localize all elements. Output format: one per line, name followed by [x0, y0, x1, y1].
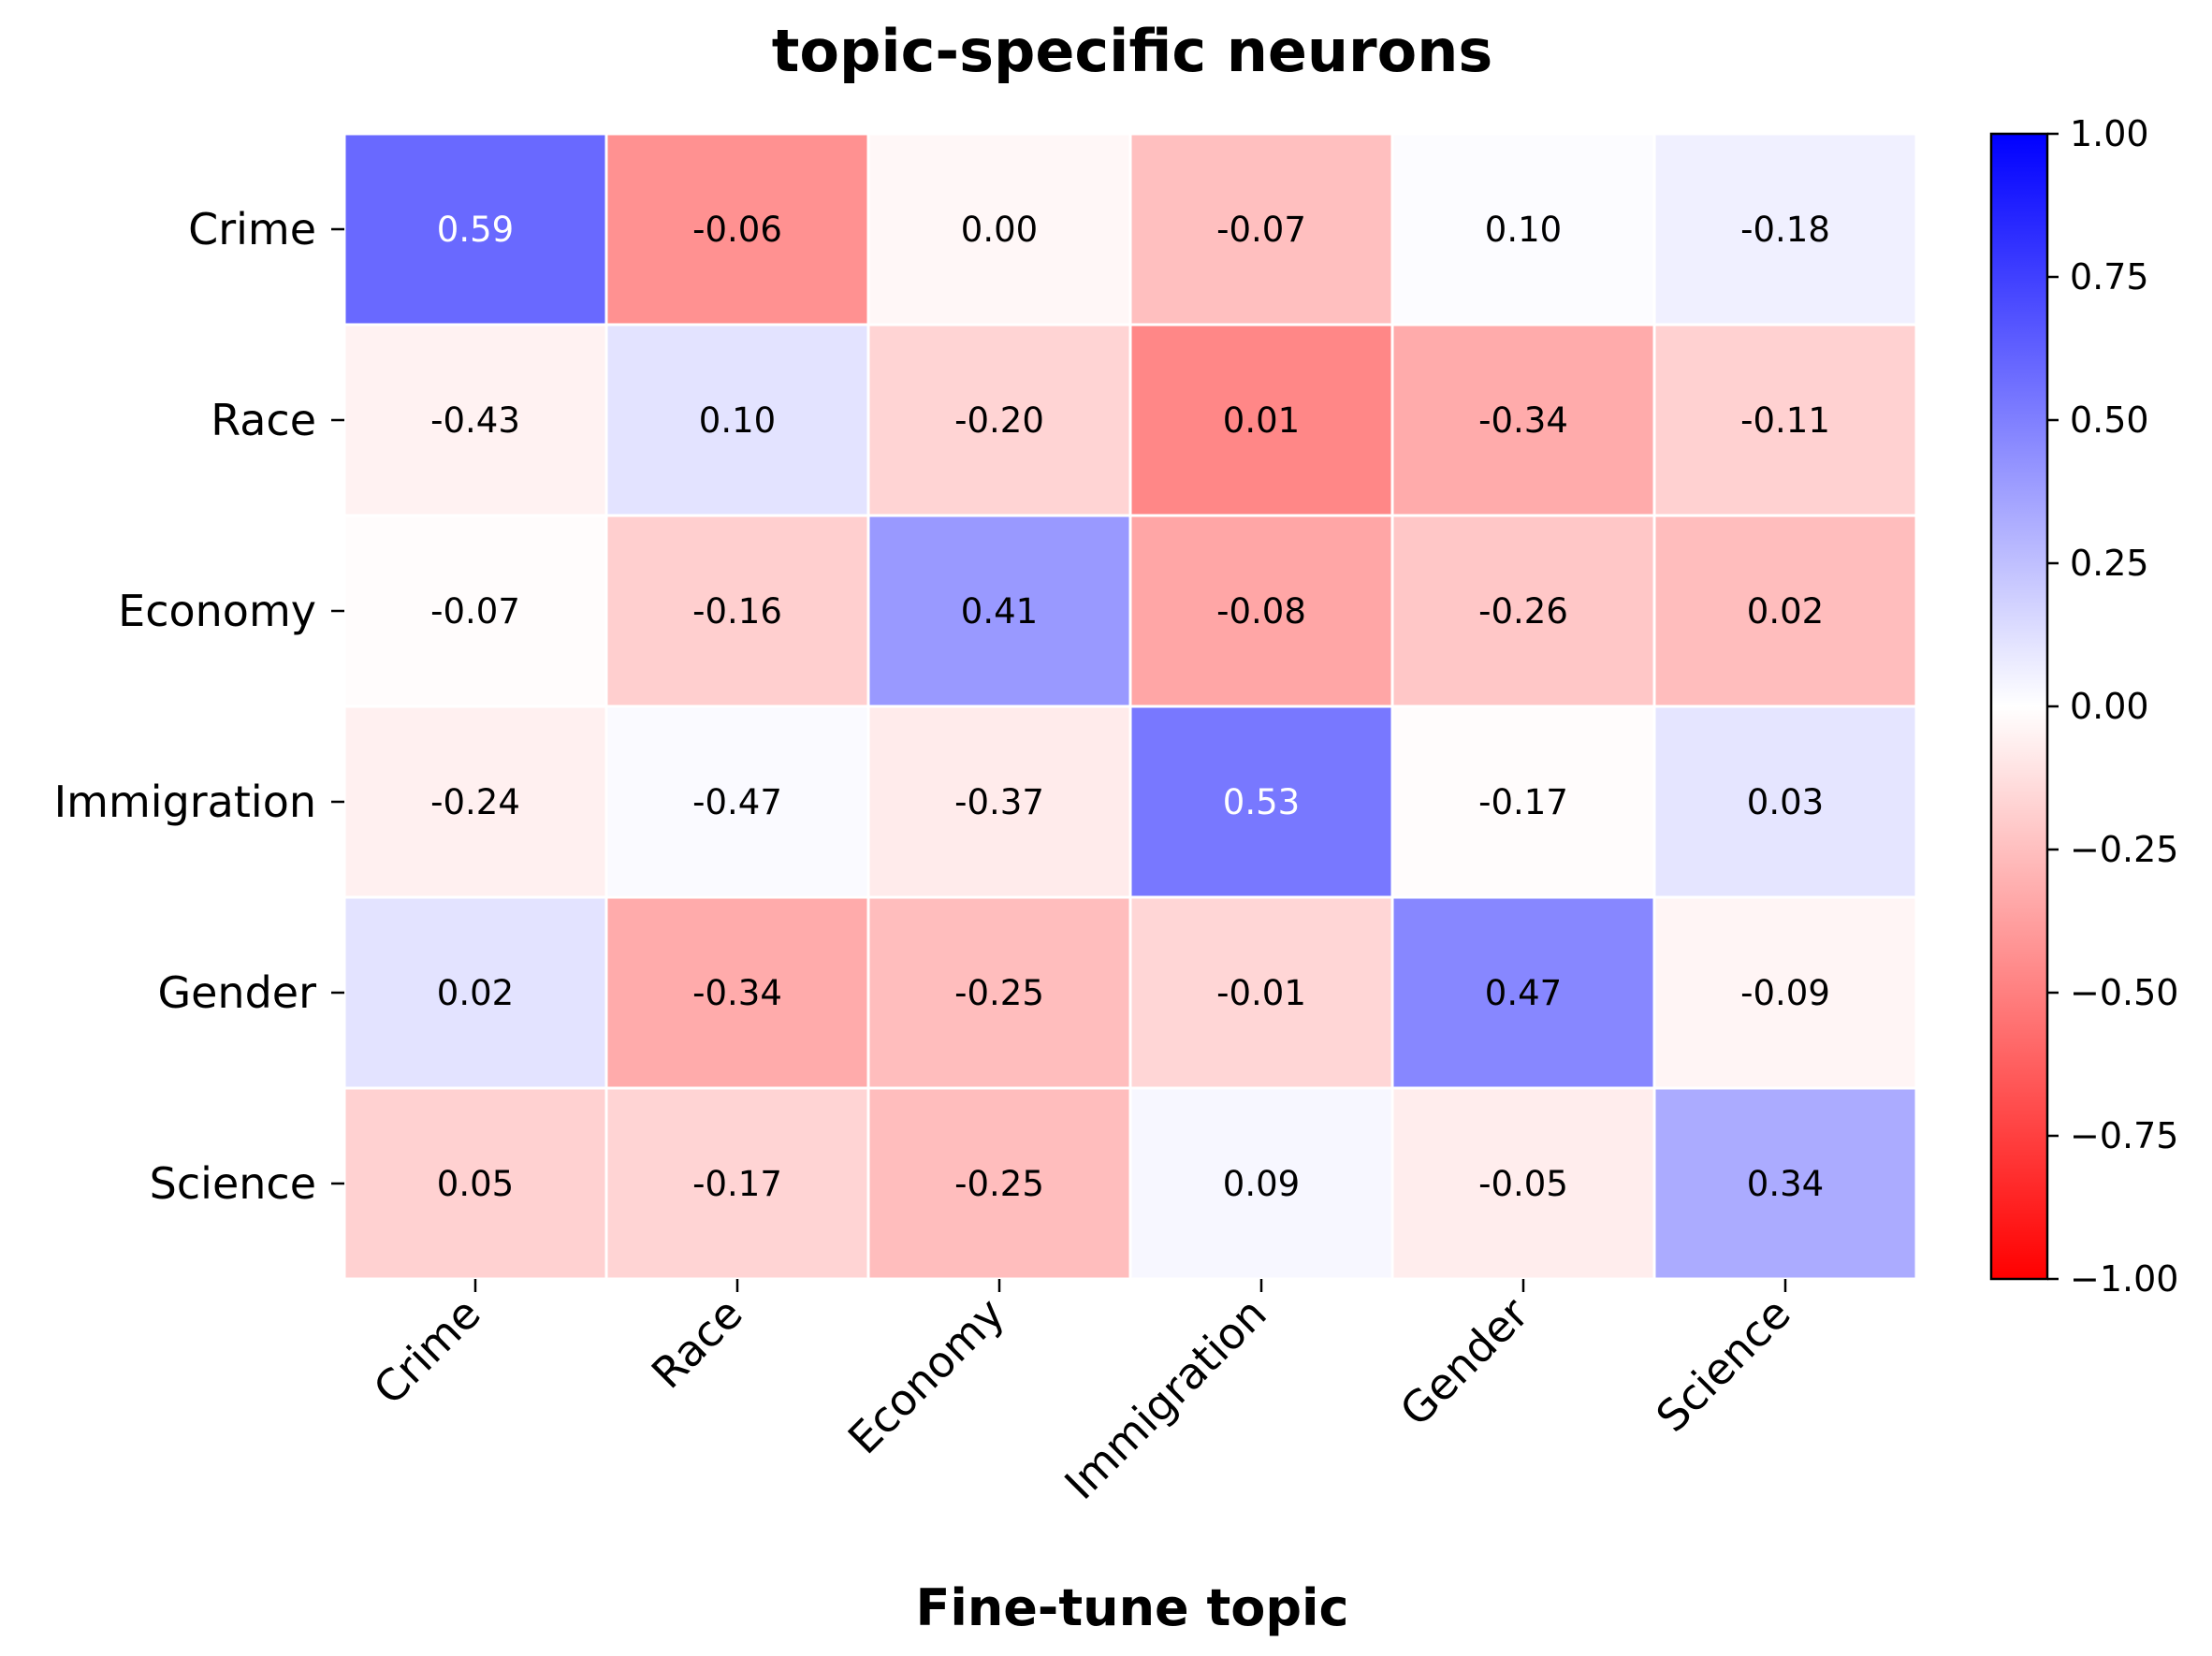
cell-value-label: -0.17	[1478, 782, 1568, 822]
heatmap-cell	[1128, 514, 1394, 708]
cell-value-label: 0.02	[1747, 591, 1824, 632]
cell-value-label: 0.53	[1223, 782, 1300, 822]
heatmap-cell	[866, 705, 1132, 899]
y-tick-label: Race	[211, 395, 316, 445]
colorbar-tick-label: −0.25	[2070, 829, 2178, 870]
heatmap-cell	[604, 132, 870, 327]
colorbar-tick-label: 0.50	[2070, 399, 2149, 441]
cell-value-label: 0.05	[437, 1164, 514, 1204]
y-tick-label: Economy	[118, 586, 316, 636]
heatmap-cell	[1128, 323, 1394, 517]
heatmap-cell	[866, 132, 1132, 327]
cell-value-label: -0.34	[692, 973, 782, 1013]
heatmap-cell	[342, 132, 608, 327]
colorbar-tick-label: 1.00	[2070, 113, 2149, 154]
y-tick-label: Immigration	[54, 777, 316, 827]
cell-value-label: -0.01	[1216, 973, 1306, 1013]
heatmap-cell	[1390, 514, 1656, 708]
x-tick-label: Immigration	[1055, 1288, 1275, 1509]
cell-value-label: -0.07	[1216, 210, 1306, 250]
heatmap-cell	[1652, 1086, 1918, 1281]
cell-value-label: 0.41	[961, 591, 1038, 632]
cell-value-label: 0.01	[1223, 400, 1300, 441]
heatmap-cell	[1390, 1086, 1656, 1281]
heatmap-cell	[604, 705, 870, 899]
x-tick-label: Crime	[364, 1288, 490, 1415]
cell-value-label: -0.08	[1216, 591, 1306, 632]
heatmap-cell	[1652, 323, 1918, 517]
cell-value-label: -0.47	[692, 782, 782, 822]
x-tick-label: Gender	[1390, 1288, 1538, 1436]
cell-value-label: 0.02	[437, 973, 514, 1013]
heatmap-cell	[866, 895, 1132, 1090]
colorbar-tick-label: 0.25	[2070, 543, 2149, 584]
cell-value-label: -0.43	[430, 400, 520, 441]
cell-value-label: -0.20	[954, 400, 1044, 441]
heatmap-cell	[1652, 132, 1918, 327]
x-tick-label: Science	[1646, 1288, 1799, 1442]
heatmap-cell	[1652, 514, 1918, 708]
colorbar-tick-label: −0.50	[2070, 972, 2178, 1013]
cell-value-label: 0.03	[1747, 782, 1824, 822]
colorbar-gradient	[1989, 132, 2049, 1281]
chart-title: topic-specific neurons	[772, 17, 1493, 85]
heatmap-cell	[1652, 705, 1918, 899]
heatmap-cell	[1128, 895, 1394, 1090]
cell-value-label: -0.07	[430, 591, 520, 632]
heatmap-cell	[342, 514, 608, 708]
colorbar-tick-label: 0.00	[2070, 686, 2149, 727]
heatmap-cell	[342, 895, 608, 1090]
x-axis: Crime Race Economy Immigration Gender Science	[364, 1279, 1800, 1509]
heatmap-cell	[342, 1086, 608, 1281]
heatmap-cell	[342, 705, 608, 899]
heatmap-cell	[1652, 895, 1918, 1090]
colorbar-tick-label: −0.75	[2070, 1115, 2178, 1156]
cell-value-label: 0.47	[1485, 973, 1562, 1013]
cell-value-label: -0.25	[954, 1164, 1044, 1204]
heatmap-cell	[1390, 132, 1656, 327]
heatmap-cell	[1128, 132, 1394, 327]
cell-value-label: -0.18	[1740, 210, 1830, 250]
heatmap-cell	[1390, 705, 1656, 899]
cell-value-label: -0.25	[954, 973, 1044, 1013]
heatmap-cell	[604, 514, 870, 708]
cell-value-label: 0.59	[437, 210, 514, 250]
y-tick-label: Science	[150, 1158, 316, 1209]
cell-value-label: -0.24	[430, 782, 520, 822]
cell-value-label: 0.10	[1485, 210, 1562, 250]
x-tick-label: Economy	[838, 1288, 1014, 1464]
heatmap-cells: 0.59 -0.06 0.00 -0.07 0.10 -0.18 -0.43 0.10 -0.2…	[342, 132, 1918, 1281]
x-axis-label: Fine-tune topic	[915, 1578, 1348, 1637]
cell-value-label: -0.16	[692, 591, 782, 632]
colorbar-tick-label: −1.00	[2070, 1258, 2178, 1300]
heatmap-cell	[1390, 895, 1656, 1090]
cell-value-label: 0.34	[1747, 1164, 1824, 1204]
cell-value-label: -0.11	[1740, 400, 1830, 441]
cell-value-label: -0.34	[1478, 400, 1568, 441]
colorbar-tick-label: 0.75	[2070, 256, 2149, 298]
y-tick-label: Gender	[157, 967, 316, 1018]
cell-value-label: -0.06	[692, 210, 782, 250]
cell-value-label: 0.09	[1223, 1164, 1300, 1204]
cell-value-label: -0.37	[954, 782, 1044, 822]
cell-value-label: -0.09	[1740, 973, 1830, 1013]
y-tick-label: Crime	[188, 204, 316, 254]
y-axis: Crime Race Economy Immigration Gender Science	[54, 204, 344, 1209]
cell-value-label: -0.26	[1478, 591, 1568, 632]
cell-value-label: -0.05	[1478, 1164, 1568, 1204]
heatmap-cell	[604, 323, 870, 517]
x-tick-label: Race	[642, 1288, 752, 1399]
cell-value-label: 0.10	[699, 400, 776, 441]
colorbar: 1.00 0.75 0.50 0.25 0.00 −0.25 −0.50 −0.75 −1.00	[1989, 113, 2178, 1300]
heatmap-cell	[1128, 705, 1394, 899]
cell-value-label: -0.17	[692, 1164, 782, 1204]
cell-value-label: 0.00	[961, 210, 1038, 250]
